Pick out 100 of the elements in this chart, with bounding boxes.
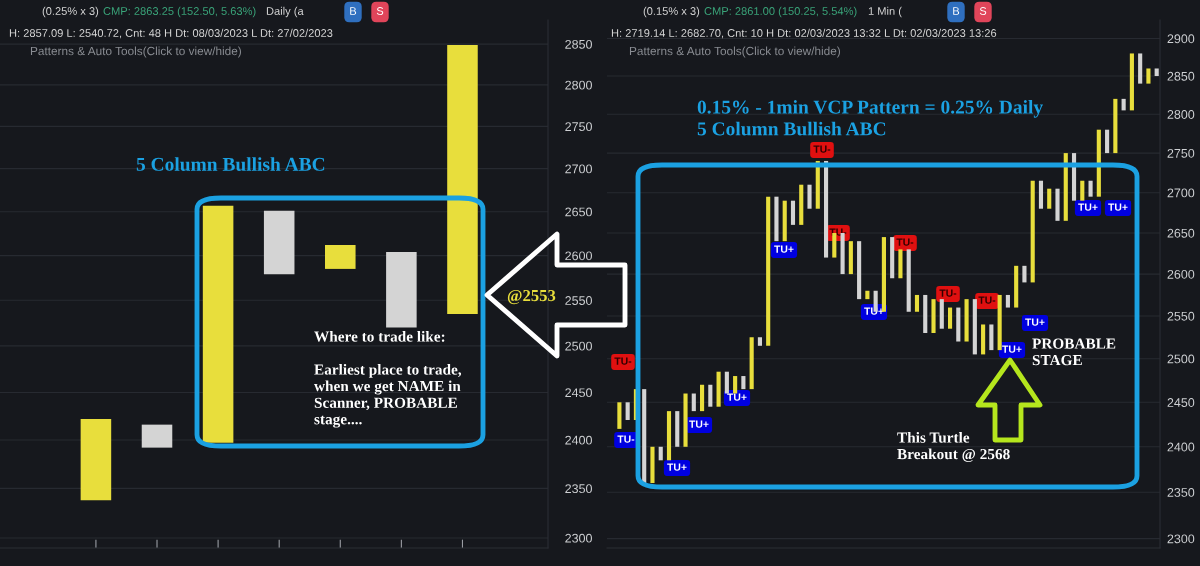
- bar: [757, 337, 762, 346]
- y-tick-label: 2700: [565, 164, 592, 174]
- text: (0.25% x 3): [42, 6, 99, 18]
- bar: [1113, 98, 1118, 154]
- annotation: PROBABLE STAGE: [1032, 338, 1116, 366]
- y-tick-label: 2450: [1167, 398, 1195, 407]
- bar: [141, 424, 173, 448]
- annotation: TU+: [689, 420, 709, 428]
- bar: [972, 299, 977, 355]
- bar: [733, 376, 738, 394]
- bar: [617, 402, 622, 429]
- y-tick-label: 2850: [565, 39, 592, 49]
- bar: [939, 299, 944, 329]
- bar: [865, 290, 870, 300]
- annotation: 0.15% - 1min VCP Pattern = 0.25% Daily 5 Column Bullish ABC: [697, 100, 1043, 136]
- bar: [625, 402, 630, 420]
- y-tick-label: 2600: [1167, 269, 1195, 279]
- y-tick-label: 2750: [1167, 148, 1195, 158]
- annotation: TU-: [614, 357, 632, 365]
- y-tick-label: 2550: [565, 296, 592, 305]
- bar: [1121, 98, 1126, 111]
- annotation: TU+: [1002, 345, 1022, 353]
- annotation: TU-: [939, 289, 957, 297]
- text: CMP: 2861.00 (150.25, 5.54%): [704, 6, 857, 18]
- annotation: TU+: [1078, 203, 1098, 211]
- bar: [1022, 265, 1027, 283]
- annotation: TU+: [1025, 318, 1045, 326]
- y-tick-label: 2800: [565, 80, 592, 90]
- bar: [956, 307, 961, 342]
- bar: [1005, 294, 1010, 308]
- bar: [989, 324, 994, 351]
- annotation: TU-: [829, 228, 847, 236]
- bar: [997, 294, 1002, 351]
- y-tick-label: 2500: [565, 341, 592, 351]
- bar: [1055, 188, 1060, 221]
- y-tick-label: 2850: [1167, 71, 1195, 81]
- bar: [807, 184, 812, 209]
- bar: [799, 184, 804, 225]
- bar: [1047, 188, 1052, 209]
- bar: [981, 324, 986, 355]
- bar: [675, 411, 680, 447]
- y-tick-label: 2750: [565, 122, 592, 132]
- annotation: TU+: [774, 245, 794, 253]
- text: B: [953, 7, 960, 15]
- y-tick-label: 2800: [1167, 110, 1195, 119]
- bar: [749, 337, 754, 390]
- bar: [263, 210, 295, 275]
- annotation: 5 Column Bullish ABC: [136, 157, 325, 171]
- bar: [80, 418, 112, 501]
- bar: [914, 294, 920, 312]
- bar: [857, 241, 862, 300]
- y-tick-label: 2500: [1167, 354, 1195, 364]
- text: Daily (a: [266, 6, 304, 18]
- bar: [699, 384, 705, 412]
- text: S: [376, 7, 384, 15]
- bar: [790, 200, 796, 225]
- bar: [1038, 180, 1044, 209]
- annotation: Patterns & Auto Tools(Click to view/hide): [629, 46, 840, 58]
- bar: [1105, 129, 1110, 154]
- bar: [1138, 53, 1143, 84]
- text: CMP: 2863.25 (152.50, 5.63%): [103, 6, 256, 18]
- y-tick-label: 2550: [1167, 311, 1195, 321]
- bar: [964, 299, 969, 342]
- text: S: [979, 7, 987, 15]
- bar: [906, 249, 911, 312]
- annotation: TU+: [727, 393, 747, 401]
- y-tick-label: 2650: [565, 207, 592, 217]
- bar: [1080, 180, 1085, 201]
- annotation: TU-: [896, 238, 914, 246]
- bar: [1096, 129, 1101, 197]
- annotation: TU+: [667, 463, 687, 471]
- y-tick-label: 2400: [1167, 442, 1195, 452]
- y-tick-label: 2300: [1167, 534, 1195, 544]
- bar: [1030, 180, 1035, 283]
- bar: [1088, 180, 1093, 197]
- bar: [848, 241, 853, 275]
- annotation: This Turtle Breakout @ 2568: [897, 432, 1010, 463]
- annotation: H: 2719.14 L: 2682.70, Cnt: 10 H Dt: 02/03/2023 13:32 L Dt: 02/03/2023 13:26: [611, 28, 997, 39]
- bar: [386, 252, 417, 328]
- annotation: H: 2857.09 L: 2540.72, Cnt: 48 H Dt: 08/03/2023 L Dt: 27/02/2023: [9, 28, 333, 39]
- annotation: TU+: [1108, 203, 1128, 211]
- bar: [724, 371, 729, 394]
- y-tick-label: 2350: [565, 484, 592, 494]
- bar: [1154, 68, 1159, 77]
- annotation: Patterns & Auto Tools(Click to view/hide): [30, 46, 241, 58]
- bar: [898, 249, 903, 279]
- bar: [1129, 53, 1134, 111]
- y-tick-label: 2350: [1167, 488, 1195, 497]
- bar: [947, 307, 953, 329]
- bar: [650, 446, 655, 484]
- text: 1 Min (: [868, 6, 902, 18]
- bar: [766, 196, 771, 346]
- bar: [774, 196, 779, 242]
- bar: [1063, 153, 1068, 221]
- bar: [741, 376, 746, 390]
- bar: [923, 294, 928, 333]
- y-tick-label: 2900: [1167, 34, 1195, 44]
- bar: [447, 44, 478, 314]
- bar: [658, 446, 663, 461]
- bar: [1014, 265, 1019, 308]
